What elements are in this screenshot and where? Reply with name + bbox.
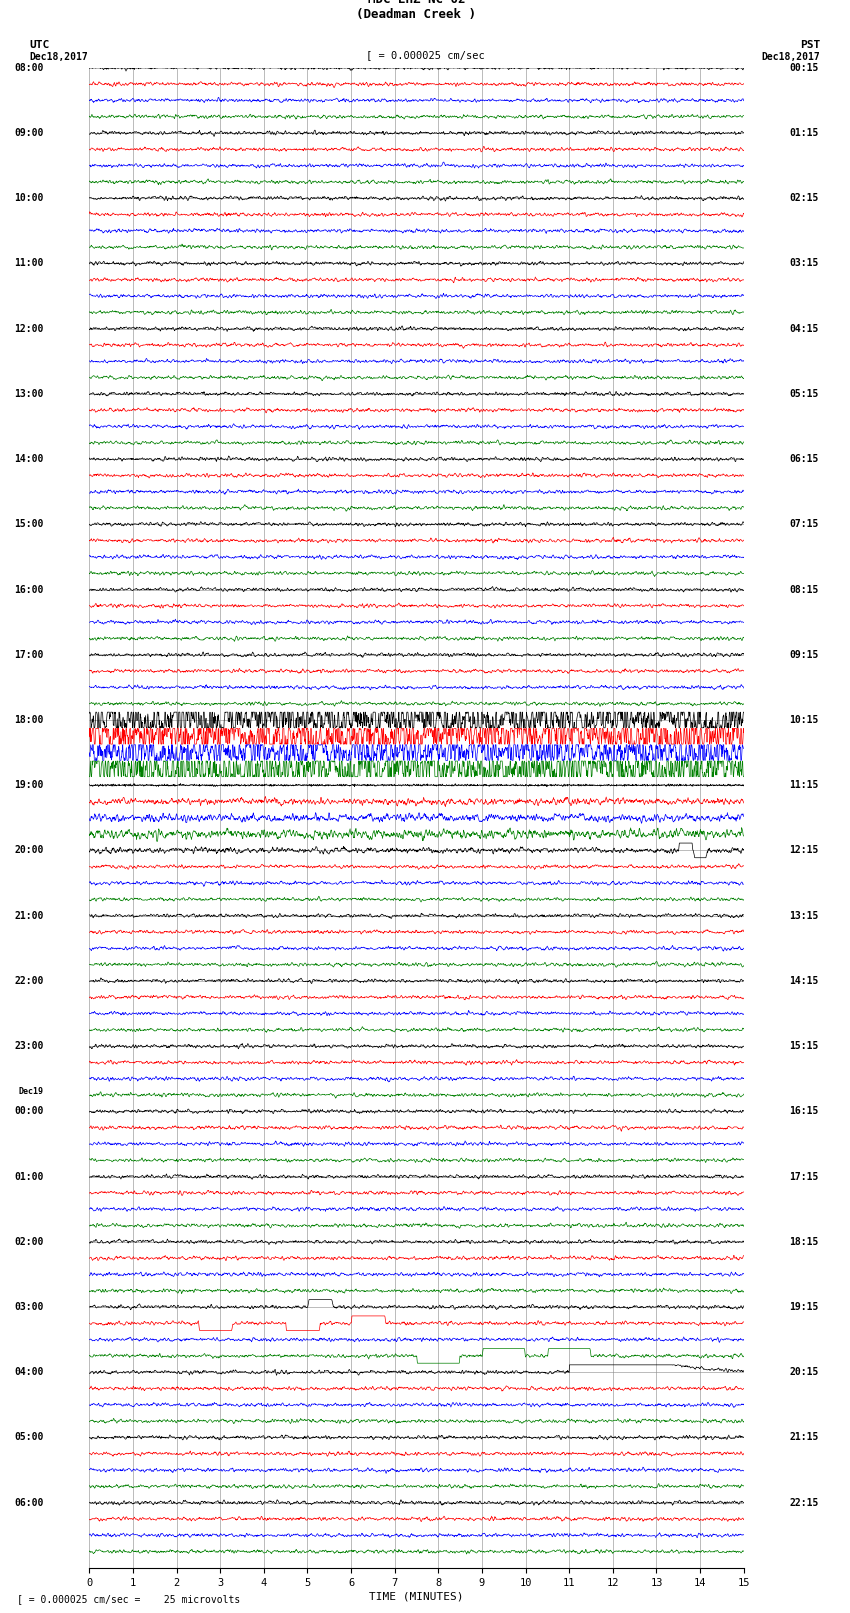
Text: 21:00: 21:00 <box>14 911 43 921</box>
Text: Dec18,2017: Dec18,2017 <box>762 52 820 61</box>
Text: 21:15: 21:15 <box>790 1432 819 1442</box>
Text: 06:15: 06:15 <box>790 455 819 465</box>
Text: 13:00: 13:00 <box>14 389 43 398</box>
Text: 11:00: 11:00 <box>14 258 43 268</box>
Text: 10:15: 10:15 <box>790 715 819 724</box>
Text: 12:00: 12:00 <box>14 324 43 334</box>
Text: 17:00: 17:00 <box>14 650 43 660</box>
Text: 18:15: 18:15 <box>790 1237 819 1247</box>
Text: 05:15: 05:15 <box>790 389 819 398</box>
Text: 04:15: 04:15 <box>790 324 819 334</box>
Text: 17:15: 17:15 <box>790 1171 819 1181</box>
Text: 07:15: 07:15 <box>790 519 819 529</box>
Text: 18:00: 18:00 <box>14 715 43 724</box>
Text: 08:15: 08:15 <box>790 584 819 595</box>
Text: 01:15: 01:15 <box>790 127 819 139</box>
Text: 00:15: 00:15 <box>790 63 819 73</box>
Text: 16:15: 16:15 <box>790 1107 819 1116</box>
Text: 14:15: 14:15 <box>790 976 819 986</box>
Text: 19:15: 19:15 <box>790 1302 819 1311</box>
Text: 09:00: 09:00 <box>14 127 43 139</box>
Text: Dec19: Dec19 <box>19 1087 43 1097</box>
Text: 08:00: 08:00 <box>14 63 43 73</box>
Text: 15:15: 15:15 <box>790 1040 819 1052</box>
Text: 14:00: 14:00 <box>14 455 43 465</box>
Text: 10:00: 10:00 <box>14 194 43 203</box>
Text: 20:00: 20:00 <box>14 845 43 855</box>
Text: 03:00: 03:00 <box>14 1302 43 1311</box>
Text: 09:15: 09:15 <box>790 650 819 660</box>
Text: [ = 0.000025 cm/sec =    25 microvolts: [ = 0.000025 cm/sec = 25 microvolts <box>17 1594 241 1603</box>
Text: 02:15: 02:15 <box>790 194 819 203</box>
Text: [ = 0.000025 cm/sec: [ = 0.000025 cm/sec <box>366 50 484 60</box>
Title: MDC EHZ NC 02
(Deadman Creek ): MDC EHZ NC 02 (Deadman Creek ) <box>356 0 477 21</box>
Text: 06:00: 06:00 <box>14 1497 43 1508</box>
Text: 13:15: 13:15 <box>790 911 819 921</box>
Text: 02:00: 02:00 <box>14 1237 43 1247</box>
Text: 12:15: 12:15 <box>790 845 819 855</box>
Text: 20:15: 20:15 <box>790 1368 819 1378</box>
Text: 01:00: 01:00 <box>14 1171 43 1181</box>
Text: 22:00: 22:00 <box>14 976 43 986</box>
Text: 05:00: 05:00 <box>14 1432 43 1442</box>
Text: 16:00: 16:00 <box>14 584 43 595</box>
Text: 00:00: 00:00 <box>14 1107 43 1116</box>
Text: 03:15: 03:15 <box>790 258 819 268</box>
Text: 15:00: 15:00 <box>14 519 43 529</box>
Text: 11:15: 11:15 <box>790 781 819 790</box>
Text: PST: PST <box>800 40 820 50</box>
Text: 19:00: 19:00 <box>14 781 43 790</box>
Text: 22:15: 22:15 <box>790 1497 819 1508</box>
X-axis label: TIME (MINUTES): TIME (MINUTES) <box>369 1592 464 1602</box>
Text: 04:00: 04:00 <box>14 1368 43 1378</box>
Text: Dec18,2017: Dec18,2017 <box>30 52 88 61</box>
Text: 23:00: 23:00 <box>14 1040 43 1052</box>
Text: UTC: UTC <box>30 40 50 50</box>
